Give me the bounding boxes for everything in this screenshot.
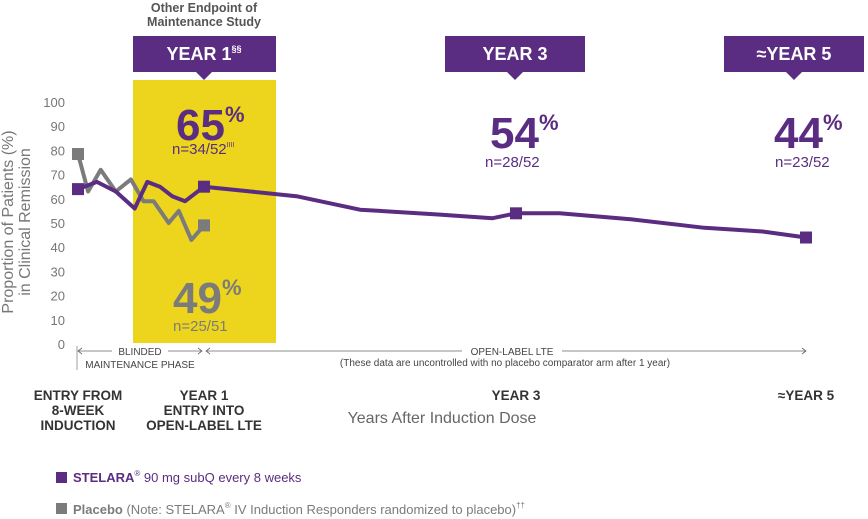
legend-placebo-rest: (Note: STELARA (123, 502, 225, 517)
legend-placebo-sup2: †† (516, 501, 525, 510)
banner-year5-label: ≈YEAR 5 (757, 44, 832, 64)
y-tick-label: 80 (51, 143, 65, 158)
legend: STELARA® 90 mg subQ every 8 weeks Placeb… (56, 469, 525, 517)
svg-text:STELARA® 90 mg subQ every 8 we: STELARA® 90 mg subQ every 8 weeks (73, 469, 302, 485)
legend-stelara-rest: 90 mg subQ every 8 weeks (140, 470, 302, 485)
y-axis-label-line2: in Clinical Remission (17, 148, 34, 296)
y-tick-label: 0 (58, 337, 65, 352)
callout-stelara-year3-pct: 54 (490, 109, 539, 158)
callout-stelara-year1-sign: % (225, 102, 245, 127)
marker-placebo (198, 219, 210, 232)
x-category-label: INDUCTION (41, 418, 116, 433)
x-category-label: YEAR 3 (492, 388, 541, 403)
y-tick-label: 60 (51, 192, 65, 207)
x-axis-title: Years After Induction Dose (348, 410, 537, 427)
y-tick-label: 70 (51, 168, 65, 183)
callout-placebo-year1-n: n=25/51 (173, 318, 228, 335)
callout-stelara-year3-sign: % (539, 110, 559, 135)
svg-text:n=34/52IIII: n=34/52IIII (172, 141, 234, 158)
callout-stelara-year3-n: n=28/52 (485, 154, 540, 171)
callout-stelara-year5-n: n=23/52 (775, 154, 830, 171)
marker-stelara (72, 183, 84, 196)
x-category-label: YEAR 1 (180, 388, 229, 403)
callout-placebo-year1: 49% n=25/51 (173, 274, 242, 335)
legend-swatch-stelara (56, 472, 67, 483)
y-tick-label: 90 (51, 119, 65, 134)
marker-placebo (72, 148, 84, 161)
phase-blinded-line1: BLINDED (118, 347, 161, 358)
legend-placebo-rest2: IV Induction Responders randomized to pl… (231, 502, 516, 517)
y-ticks: 0 10 20 30 40 50 60 70 80 90 100 (43, 95, 65, 352)
year1-highlight (133, 80, 276, 343)
phase-open-label: OPEN-LABEL LTE (These data are uncontrol… (205, 347, 807, 369)
banner-year3-label: YEAR 3 (482, 44, 547, 64)
svg-text:65%: 65% (176, 101, 245, 150)
legend-stelara-sup: ® (134, 469, 140, 478)
marker-stelara (198, 180, 210, 193)
svg-text:YEAR 1§§: YEAR 1§§ (166, 44, 241, 64)
other-endpoint-label-line2: Maintenance Study (147, 15, 261, 29)
x-category-label: ≈YEAR 5 (778, 388, 835, 403)
marker-stelara (510, 207, 522, 220)
marker-stelara (800, 231, 812, 244)
x-category-label: ENTRY FROM (34, 388, 123, 403)
y-tick-label: 40 (51, 240, 65, 255)
phase-blinded-line2: MAINTENANCE PHASE (85, 360, 195, 371)
phase-blinded: BLINDED MAINTENANCE PHASE (76, 346, 203, 371)
legend-item-stelara: STELARA® 90 mg subQ every 8 weeks (56, 469, 302, 485)
y-tick-label: 50 (51, 216, 65, 231)
svg-text:Placebo (Note: STELARA® IV Ind: Placebo (Note: STELARA® IV Induction Res… (73, 501, 525, 517)
x-category-label: 8-WEEK (52, 403, 105, 418)
legend-placebo-sup: ® (225, 501, 231, 510)
phase-open-label-line2: (These data are uncontrolled with no pla… (340, 358, 670, 369)
legend-stelara-main: STELARA (73, 470, 135, 485)
callout-stelara-year1-n: n=34/52 (172, 141, 227, 158)
callout-stelara-year1: 65% n=34/52IIII (172, 101, 245, 158)
svg-text:44%: 44% (774, 109, 843, 158)
callout-stelara-year5: 44% n=23/52 (774, 109, 843, 171)
callout-stelara-year1-pct: 65 (176, 101, 225, 150)
y-axis-label-line1: Proportion of Patients (%) (0, 130, 17, 313)
x-category-label: ENTRY INTO (164, 403, 245, 418)
other-endpoint-label-line1: Other Endpoint of (151, 1, 258, 15)
banner-year3: YEAR 3 (445, 36, 585, 80)
callout-stelara-year3: 54% n=28/52 (485, 109, 559, 171)
callout-stelara-year5-pct: 44 (774, 109, 823, 158)
svg-text:49%: 49% (173, 274, 242, 323)
legend-placebo-main: Placebo (73, 502, 123, 517)
y-tick-label: 30 (51, 264, 65, 279)
callout-stelara-year1-n-sup: IIII (227, 142, 235, 149)
banner-year1: YEAR 1§§ (133, 36, 276, 80)
svg-text:54%: 54% (490, 109, 559, 158)
banner-year5: ≈YEAR 5 (724, 36, 864, 80)
banner-year1-sup: §§ (232, 44, 242, 54)
y-tick-label: 10 (51, 313, 65, 328)
y-tick-label: 100 (43, 95, 65, 110)
series-line-stelara (76, 179, 808, 240)
legend-swatch-placebo (56, 503, 67, 514)
x-category-label: OPEN-LABEL LTE (146, 418, 262, 433)
series-layer (72, 148, 812, 244)
y-tick-label: 20 (51, 289, 65, 304)
callout-placebo-year1-pct: 49 (173, 274, 222, 323)
phase-open-label-line1: OPEN-LABEL LTE (471, 347, 554, 358)
banner-year1-label: YEAR 1 (166, 44, 231, 64)
series-line-placebo (76, 152, 206, 242)
callout-stelara-year5-sign: % (823, 110, 843, 135)
legend-item-placebo: Placebo (Note: STELARA® IV Induction Res… (56, 501, 525, 517)
callout-placebo-year1-sign: % (222, 275, 242, 300)
